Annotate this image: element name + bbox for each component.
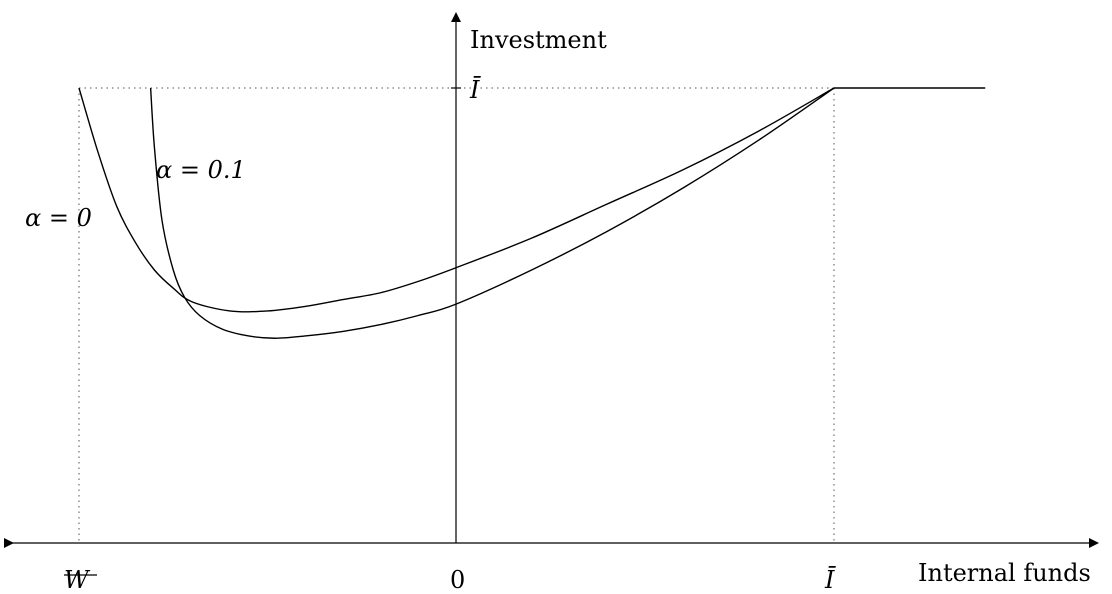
y-axis-label: Investment [470,26,607,54]
series-lines [78,87,986,339]
x-tick-left-label: W [64,566,91,594]
alpha-0-1-curve [149,87,835,339]
axes [4,12,1099,548]
y-tick-top-label: Ī [469,76,481,104]
x-tick-right-label: Ī [824,566,836,594]
chart-labels: Investment Internal funds W 0 Ī Ī α = 0 … [25,26,1091,594]
series-label-alpha-0: α = 0 [25,204,92,232]
alpha-0-curve [78,87,835,313]
series-label-alpha-0-1: α = 0.1 [156,156,246,184]
x-axis-label: Internal funds [918,559,1091,587]
x-tick-zero-label: 0 [450,566,465,594]
